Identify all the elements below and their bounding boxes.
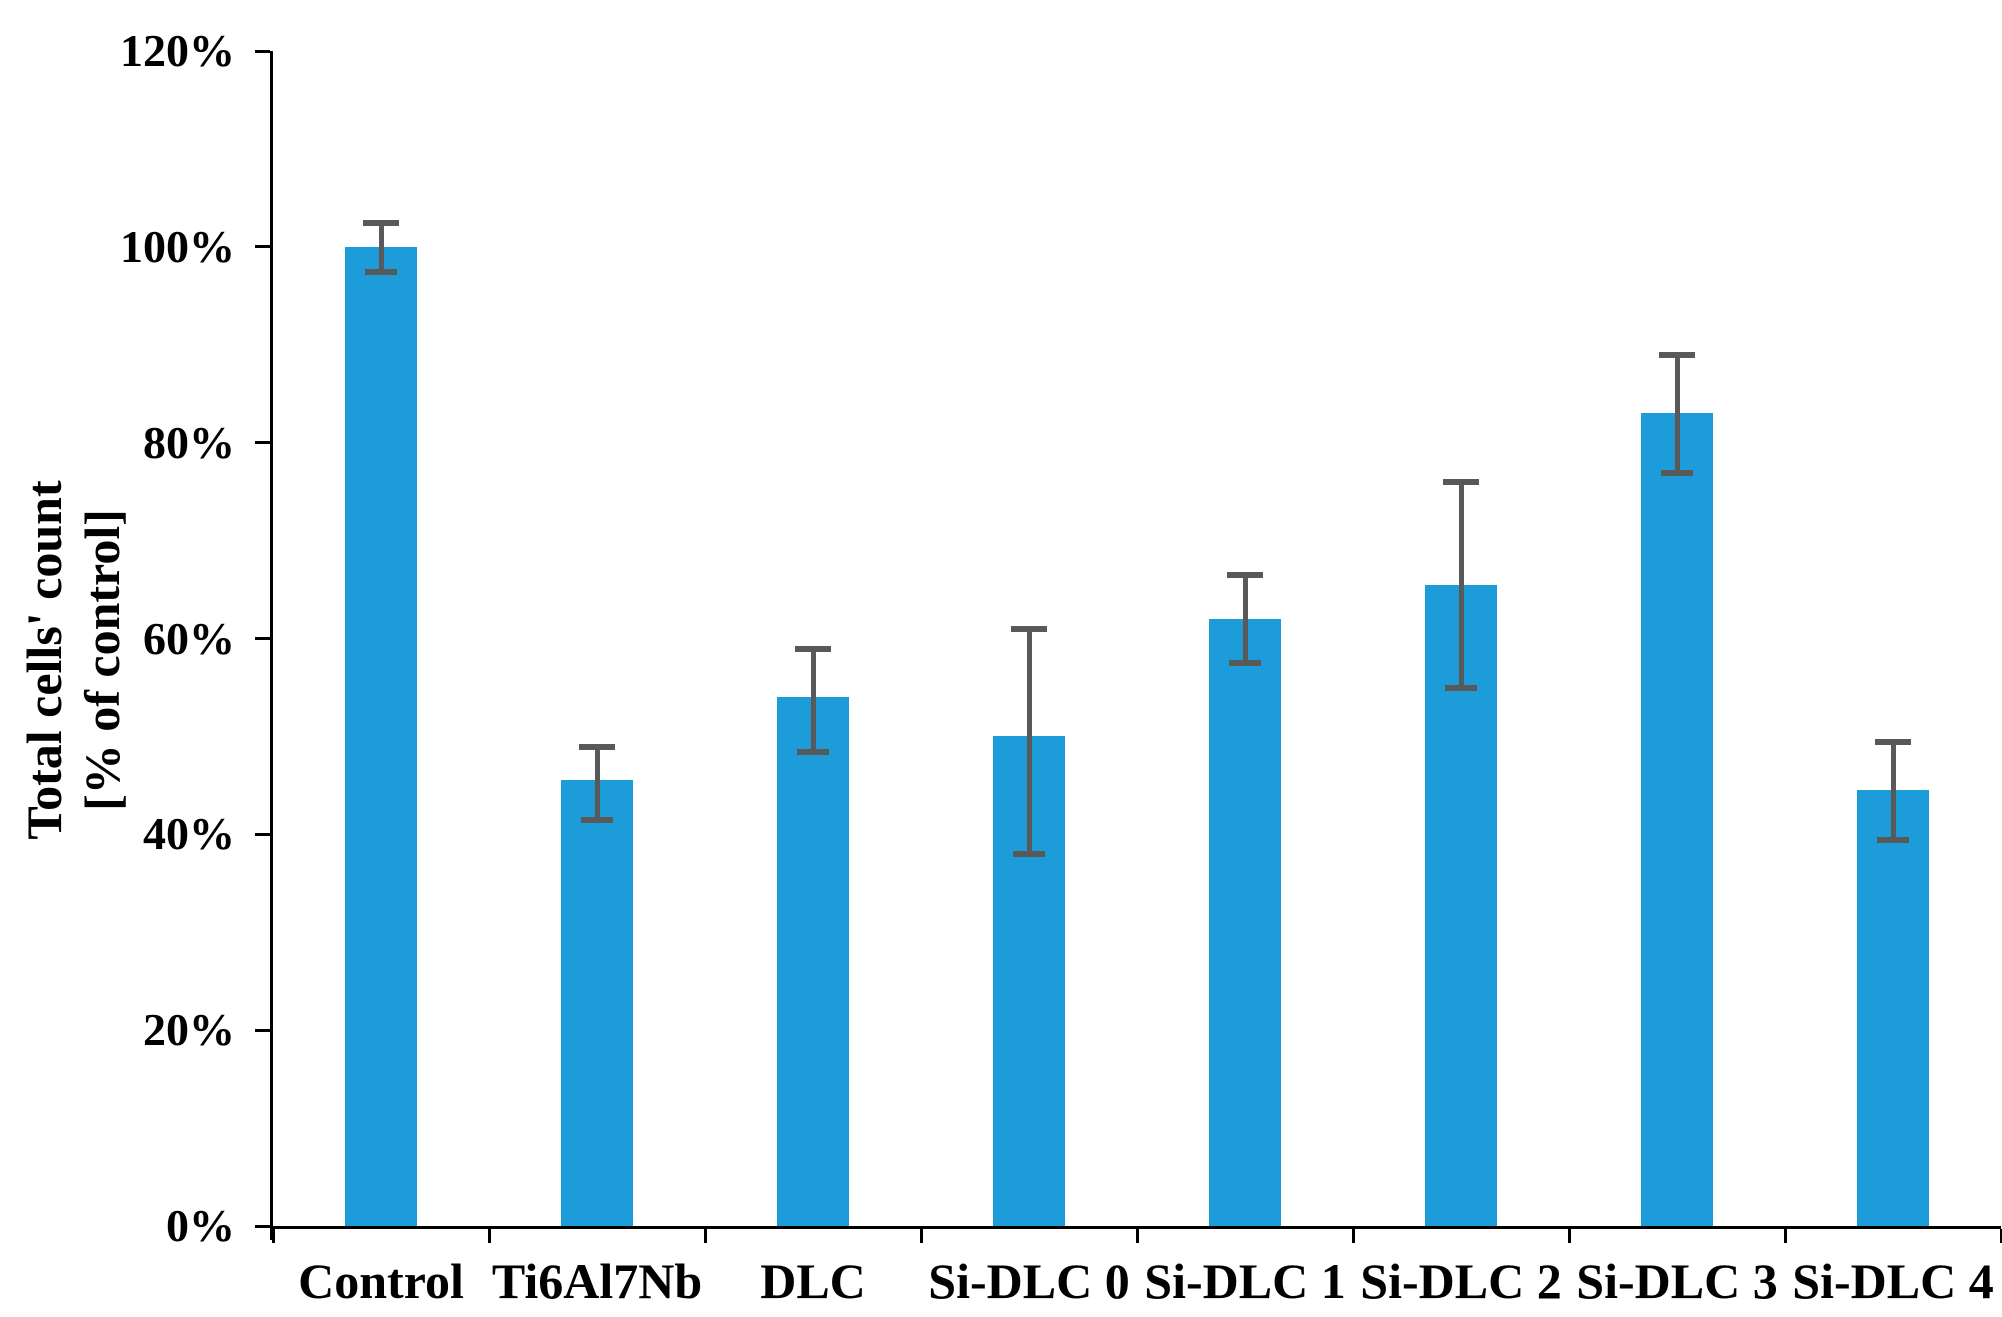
error-bar-cap-top — [579, 743, 615, 750]
bar-si-dlc-2 — [1425, 584, 1497, 1226]
error-bar-cap-top — [1011, 626, 1047, 633]
x-axis-tick — [271, 1229, 275, 1243]
x-category-label: Ti6Al7Nb — [491, 1253, 703, 1309]
y-axis-tick-label: 80% — [143, 416, 235, 468]
bar-si-dlc-1 — [1209, 618, 1281, 1226]
error-bar-cap-bottom — [581, 817, 613, 824]
y-axis-tick — [255, 49, 270, 53]
y-axis-tick-label: 40% — [143, 808, 235, 860]
error-bar-cap-bottom — [1877, 836, 1909, 843]
y-axis-tick-label: 0% — [166, 1200, 235, 1251]
x-category-label: DLC — [760, 1253, 866, 1309]
error-bar-cap-top — [1659, 352, 1695, 359]
x-axis-tick — [1567, 1229, 1571, 1243]
x-axis-tick — [1135, 1229, 1139, 1243]
error-bar-stem — [1242, 574, 1248, 663]
error-bar-cap-top — [795, 645, 831, 652]
bar-si-dlc-4 — [1857, 790, 1929, 1226]
bar-ti6al7nb — [561, 780, 633, 1226]
x-category-label: Control — [298, 1253, 464, 1309]
x-axis-line — [270, 1226, 2001, 1229]
y-axis-tick-label: 120% — [120, 25, 235, 76]
error-bar-cap-bottom — [365, 268, 397, 275]
x-category-label: Si-DLC 3 — [1576, 1253, 1778, 1309]
error-bar-stem — [594, 746, 600, 820]
x-category-label: Si-DLC 1 — [1144, 1253, 1346, 1309]
x-category-label: Si-DLC 0 — [928, 1253, 1130, 1309]
x-axis-tick — [1999, 1229, 2002, 1243]
x-axis-tick — [487, 1229, 491, 1243]
error-bar-cap-top — [1443, 479, 1479, 486]
x-axis-tick — [1351, 1229, 1355, 1243]
y-axis-tick-label: 100% — [120, 220, 235, 272]
bar-si-dlc-3 — [1641, 413, 1713, 1226]
error-bar-cap-top — [1875, 738, 1911, 745]
y-axis-tick — [255, 441, 270, 445]
error-bar-cap-top — [1227, 572, 1263, 579]
y-axis-tick — [255, 832, 270, 836]
x-axis-tick — [703, 1229, 707, 1243]
error-bar-cap-bottom — [797, 748, 829, 755]
x-axis-tick — [919, 1229, 923, 1243]
y-axis-tick — [255, 1224, 270, 1228]
bar-dlc — [777, 697, 849, 1226]
y-axis-tick — [255, 1028, 270, 1032]
error-bar-stem — [1674, 354, 1680, 473]
error-bar-stem — [1026, 628, 1032, 854]
x-category-label: Si-DLC 4 — [1792, 1253, 1994, 1309]
error-bar-stem — [1458, 481, 1464, 688]
error-bar-cap-top — [363, 219, 399, 226]
x-axis-tick — [1783, 1229, 1787, 1243]
error-bar-cap-bottom — [1013, 851, 1045, 858]
error-bar-stem — [378, 222, 384, 272]
bar-control — [345, 246, 417, 1226]
y-axis-tick — [255, 245, 270, 249]
y-axis-line — [270, 51, 273, 1240]
error-bar-cap-bottom — [1229, 660, 1261, 667]
error-bar-cap-bottom — [1661, 469, 1693, 476]
x-category-label: Si-DLC 2 — [1360, 1253, 1562, 1309]
error-bar-stem — [810, 648, 816, 752]
y-axis-tick-label: 20% — [143, 1004, 235, 1056]
error-bar-stem — [1890, 741, 1896, 840]
y-axis-tick-label: 60% — [143, 612, 235, 664]
y-axis-tick — [255, 637, 270, 640]
error-bar-cap-bottom — [1445, 684, 1477, 691]
